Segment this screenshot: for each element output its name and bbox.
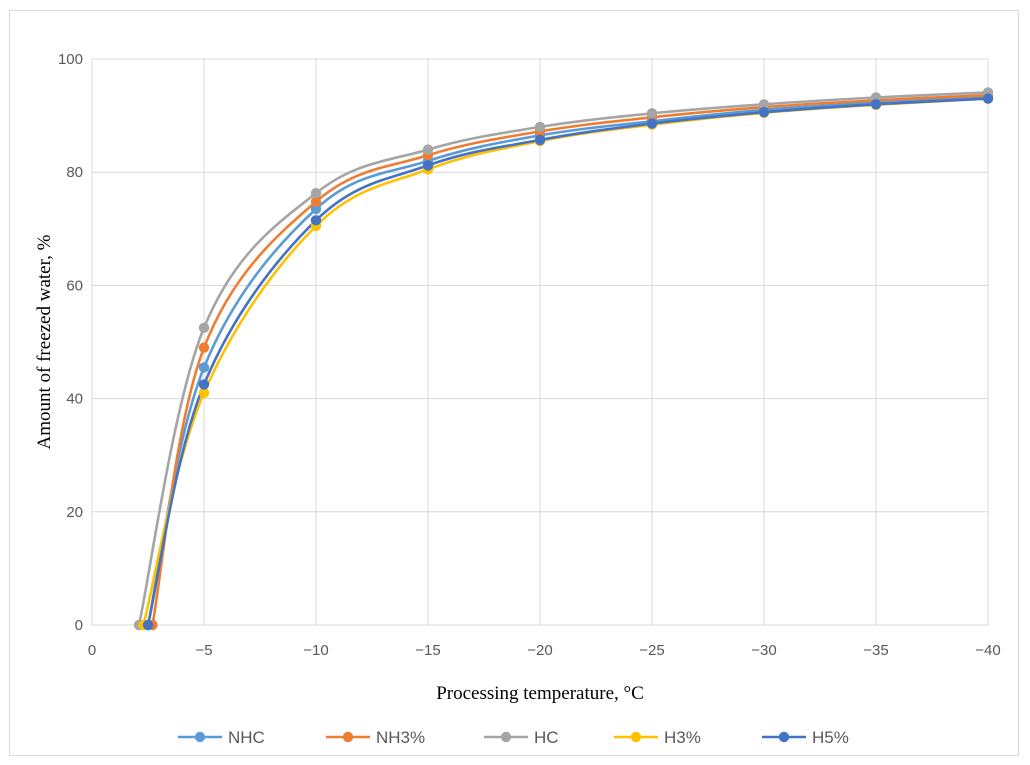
data-point-nhc: [198, 362, 210, 373]
data-point-hc: [534, 121, 546, 133]
legend-item-h3pct: H3%: [614, 728, 701, 747]
x-tick-label: −15: [415, 642, 440, 659]
series-line-h3pct: [142, 97, 989, 626]
series-line-h5pct: [146, 97, 989, 626]
legend-swatch-marker: [630, 731, 642, 743]
legend-swatch-marker: [342, 731, 354, 743]
line-chart: 0 −5 −10 −15 −20 −25 −30 −35 −40 0 20 40 60 80 100 Pr…: [34, 51, 1001, 747]
x-tick-label: −35: [863, 642, 888, 659]
data-point-hc: [310, 187, 322, 199]
series-line-nh3pct: [151, 93, 989, 626]
chart-frame: 0 −5 −10 −15 −20 −25 −30 −35 −40 0 20 40 60 80 100 Pr…: [9, 10, 1019, 756]
x-tick-label: −40: [975, 642, 1000, 659]
x-tick-label: 0: [88, 642, 96, 659]
y-tick-label: 40: [66, 391, 83, 408]
data-point-h5pct: [982, 93, 994, 104]
data-point-h5pct: [310, 215, 322, 226]
data-point-h5pct: [870, 99, 882, 110]
legend-swatch-marker: [778, 731, 790, 743]
x-tick-label: −20: [527, 642, 552, 659]
data-point-h5pct: [534, 134, 546, 146]
legend-item-nhc: NHC: [178, 728, 265, 747]
legend-label: NH3%: [376, 728, 425, 747]
x-tick-label: −25: [639, 642, 664, 659]
y-tick-label: 20: [66, 504, 83, 521]
data-point-nh3pct: [198, 342, 210, 353]
data-point-h3pct: [198, 387, 210, 399]
data-point-hc: [758, 99, 770, 110]
data-point-hc: [646, 108, 658, 119]
gridlines: [91, 58, 989, 626]
y-axis-title: Amount of freezed water, %: [34, 234, 55, 449]
data-point-hc: [198, 322, 210, 334]
legend-label: H3%: [664, 728, 701, 747]
data-point-h5pct: [646, 118, 658, 129]
x-tick-label: −10: [303, 642, 328, 659]
data-point-h5pct: [142, 619, 154, 631]
legend-label: NHC: [228, 728, 265, 747]
y-tick-label: 80: [66, 164, 83, 181]
x-tick-labels: 0 −5 −10 −15 −20 −25 −30 −35 −40: [88, 642, 1001, 659]
data-point-hc: [422, 144, 434, 155]
data-point-nh3pct: [310, 196, 322, 207]
legend-swatch-marker: [194, 731, 206, 743]
y-tick-label: 0: [75, 617, 83, 634]
series-markers: [133, 87, 994, 631]
series-line-nhc: [146, 96, 989, 626]
y-tick-label: 100: [58, 51, 83, 68]
legend-item-nh3pct: NH3%: [326, 728, 425, 747]
legend-label: HC: [534, 728, 559, 747]
legend: NHC NH3% HC H3% H5%: [178, 728, 849, 747]
legend-item-hc: HC: [484, 728, 559, 747]
data-point-h5pct: [758, 107, 770, 118]
legend-label: H5%: [812, 728, 849, 747]
x-axis-title: Processing temperature, °C: [436, 683, 644, 704]
x-tick-label: −5: [195, 642, 212, 659]
data-point-h5pct: [198, 379, 210, 390]
y-tick-labels: 0 20 40 60 80 100: [58, 51, 83, 634]
x-tick-label: −30: [751, 642, 776, 659]
data-point-h5pct: [422, 160, 434, 171]
y-tick-label: 60: [66, 277, 83, 294]
legend-item-h5pct: H5%: [762, 728, 849, 747]
data-point-nhc: [310, 203, 322, 215]
legend-swatch-marker: [500, 731, 512, 743]
